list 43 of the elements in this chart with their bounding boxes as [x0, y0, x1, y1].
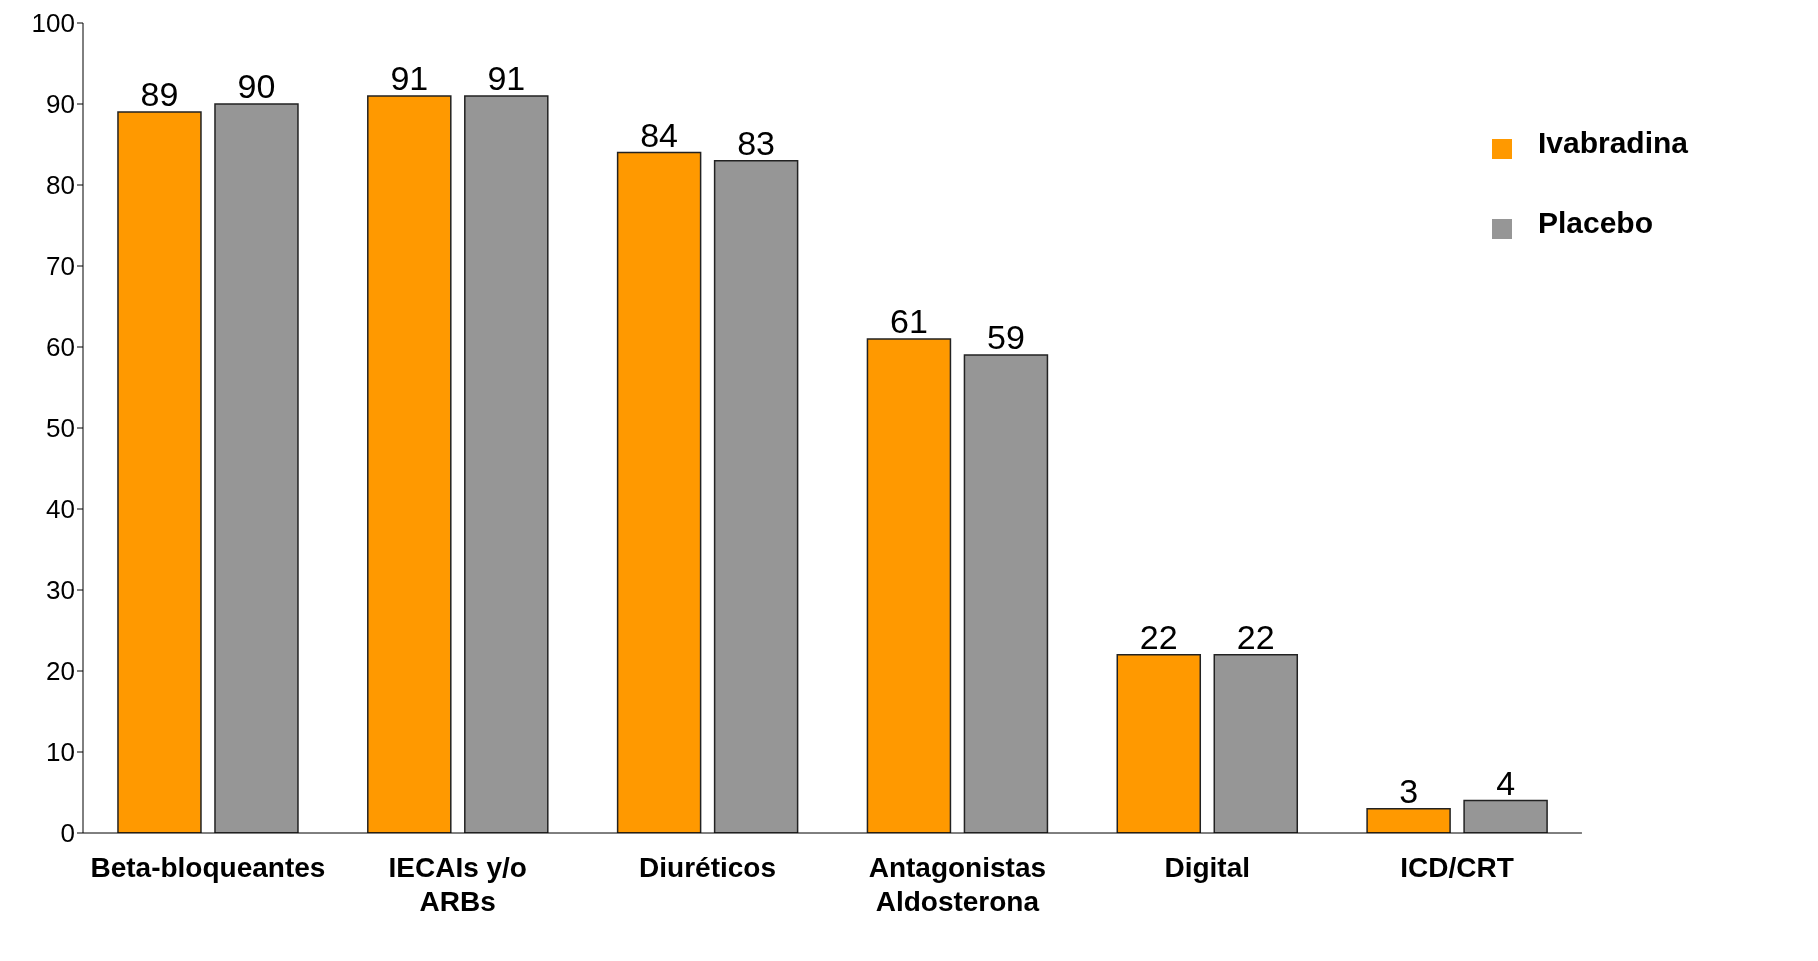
- y-tick-label: 70: [46, 251, 75, 282]
- x-tick-label: Antagonistas Aldosterona: [868, 852, 1047, 917]
- bar: [117, 111, 202, 833]
- data-label: 3: [1399, 771, 1419, 810]
- data-label: 4: [1496, 763, 1516, 802]
- y-tick-label: 0: [60, 818, 75, 849]
- bar: [1213, 654, 1299, 833]
- bar: [464, 95, 549, 833]
- data-label: 61: [890, 301, 928, 340]
- bar: [616, 151, 702, 833]
- data-label: 91: [487, 58, 526, 97]
- data-label: 83: [737, 123, 776, 162]
- data-label: 89: [140, 75, 179, 114]
- y-tick-label: 100: [31, 8, 75, 39]
- data-label: 91: [390, 58, 429, 97]
- x-tick-label: ICD/CRT: [1400, 852, 1514, 883]
- data-label: 90: [237, 67, 276, 105]
- x-tick-label: Beta-bloqueantes: [90, 852, 326, 883]
- bar: [214, 103, 299, 833]
- y-tick-label: 10: [46, 737, 75, 768]
- data-label: 59: [987, 318, 1025, 357]
- legend-label: Placebo: [1537, 206, 1653, 239]
- y-tick-label: 20: [46, 656, 75, 687]
- data-label: 22: [1236, 617, 1275, 656]
- bar: [1463, 799, 1548, 833]
- y-tick-label: 80: [46, 170, 75, 201]
- y-tick-label: 50: [46, 413, 75, 444]
- x-tick-label: Digital: [1164, 852, 1250, 883]
- x-tick-label: IECAIs y/o ARBs: [388, 852, 527, 917]
- x-tick-label: Diuréticos: [639, 852, 777, 883]
- bar: [1366, 807, 1451, 833]
- y-tick-label: 90: [46, 89, 75, 120]
- data-label: 22: [1139, 617, 1178, 656]
- legend-label: Ivabradina: [1537, 126, 1688, 159]
- y-tick-label: 40: [46, 494, 75, 525]
- y-tick-label: 60: [46, 332, 75, 363]
- y-tick-label: 30: [46, 575, 75, 606]
- bar: [367, 95, 452, 833]
- bar: [963, 354, 1049, 833]
- bar: [713, 159, 799, 833]
- bar: [1116, 654, 1202, 833]
- bar: [866, 338, 952, 833]
- data-label: 84: [640, 115, 679, 154]
